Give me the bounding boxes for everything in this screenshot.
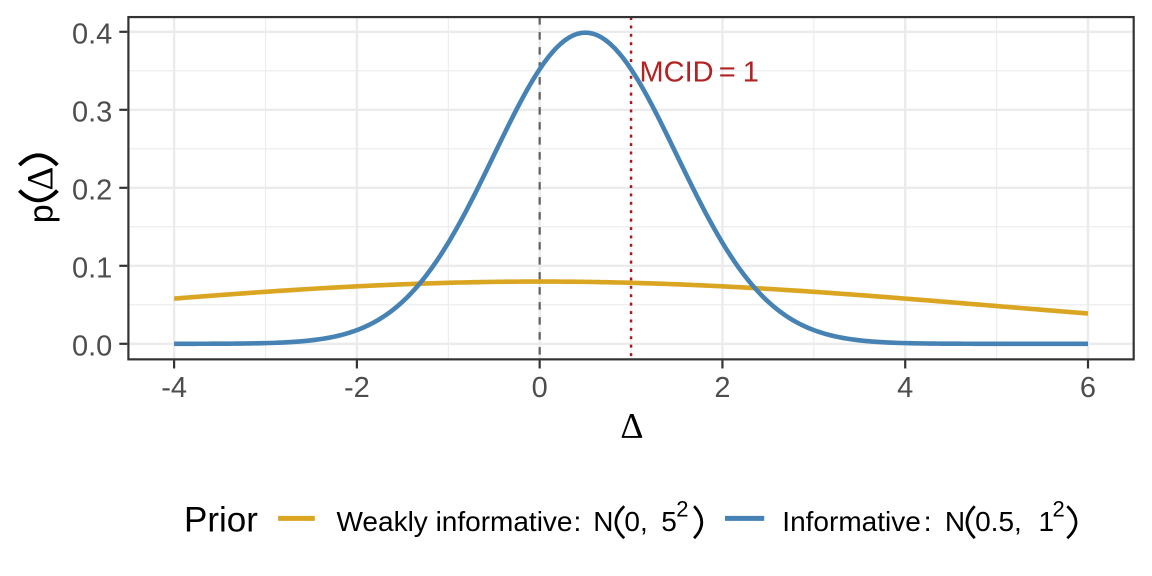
svg-text:2: 2: [1053, 497, 1065, 522]
svg-text:0.2: 0.2: [72, 175, 112, 207]
svg-text:Prior: Prior: [184, 501, 258, 540]
svg-text:0.3: 0.3: [72, 97, 112, 129]
svg-text::: :: [574, 506, 582, 537]
svg-text:Δ: Δ: [620, 406, 643, 446]
svg-text:Δ: Δ: [21, 167, 62, 191]
svg-text:0.0: 0.0: [72, 331, 112, 363]
svg-text:N: N: [593, 506, 613, 537]
svg-text:1: 1: [1039, 506, 1055, 537]
svg-text:Informative: Informative: [782, 506, 921, 537]
svg-text:Weakly informative: Weakly informative: [337, 506, 573, 537]
svg-text:MCID: MCID: [640, 56, 714, 88]
svg-text:2: 2: [714, 372, 730, 404]
svg-text:=: =: [719, 56, 736, 88]
svg-text:-4: -4: [161, 372, 187, 404]
svg-text:0.5,: 0.5,: [975, 506, 1022, 537]
svg-text:4: 4: [897, 372, 913, 404]
svg-text:0.4: 0.4: [72, 19, 112, 51]
svg-text:2: 2: [676, 497, 688, 522]
svg-text:N: N: [945, 506, 965, 537]
svg-text:0: 0: [532, 372, 548, 404]
svg-text:-2: -2: [344, 372, 370, 404]
svg-text:0.1: 0.1: [72, 253, 112, 285]
svg-text:p: p: [23, 204, 61, 223]
svg-text:0,: 0,: [624, 506, 647, 537]
svg-text::: :: [924, 506, 932, 537]
svg-text:5: 5: [661, 506, 677, 537]
svg-text:6: 6: [1080, 372, 1096, 404]
svg-text:1: 1: [743, 56, 759, 88]
